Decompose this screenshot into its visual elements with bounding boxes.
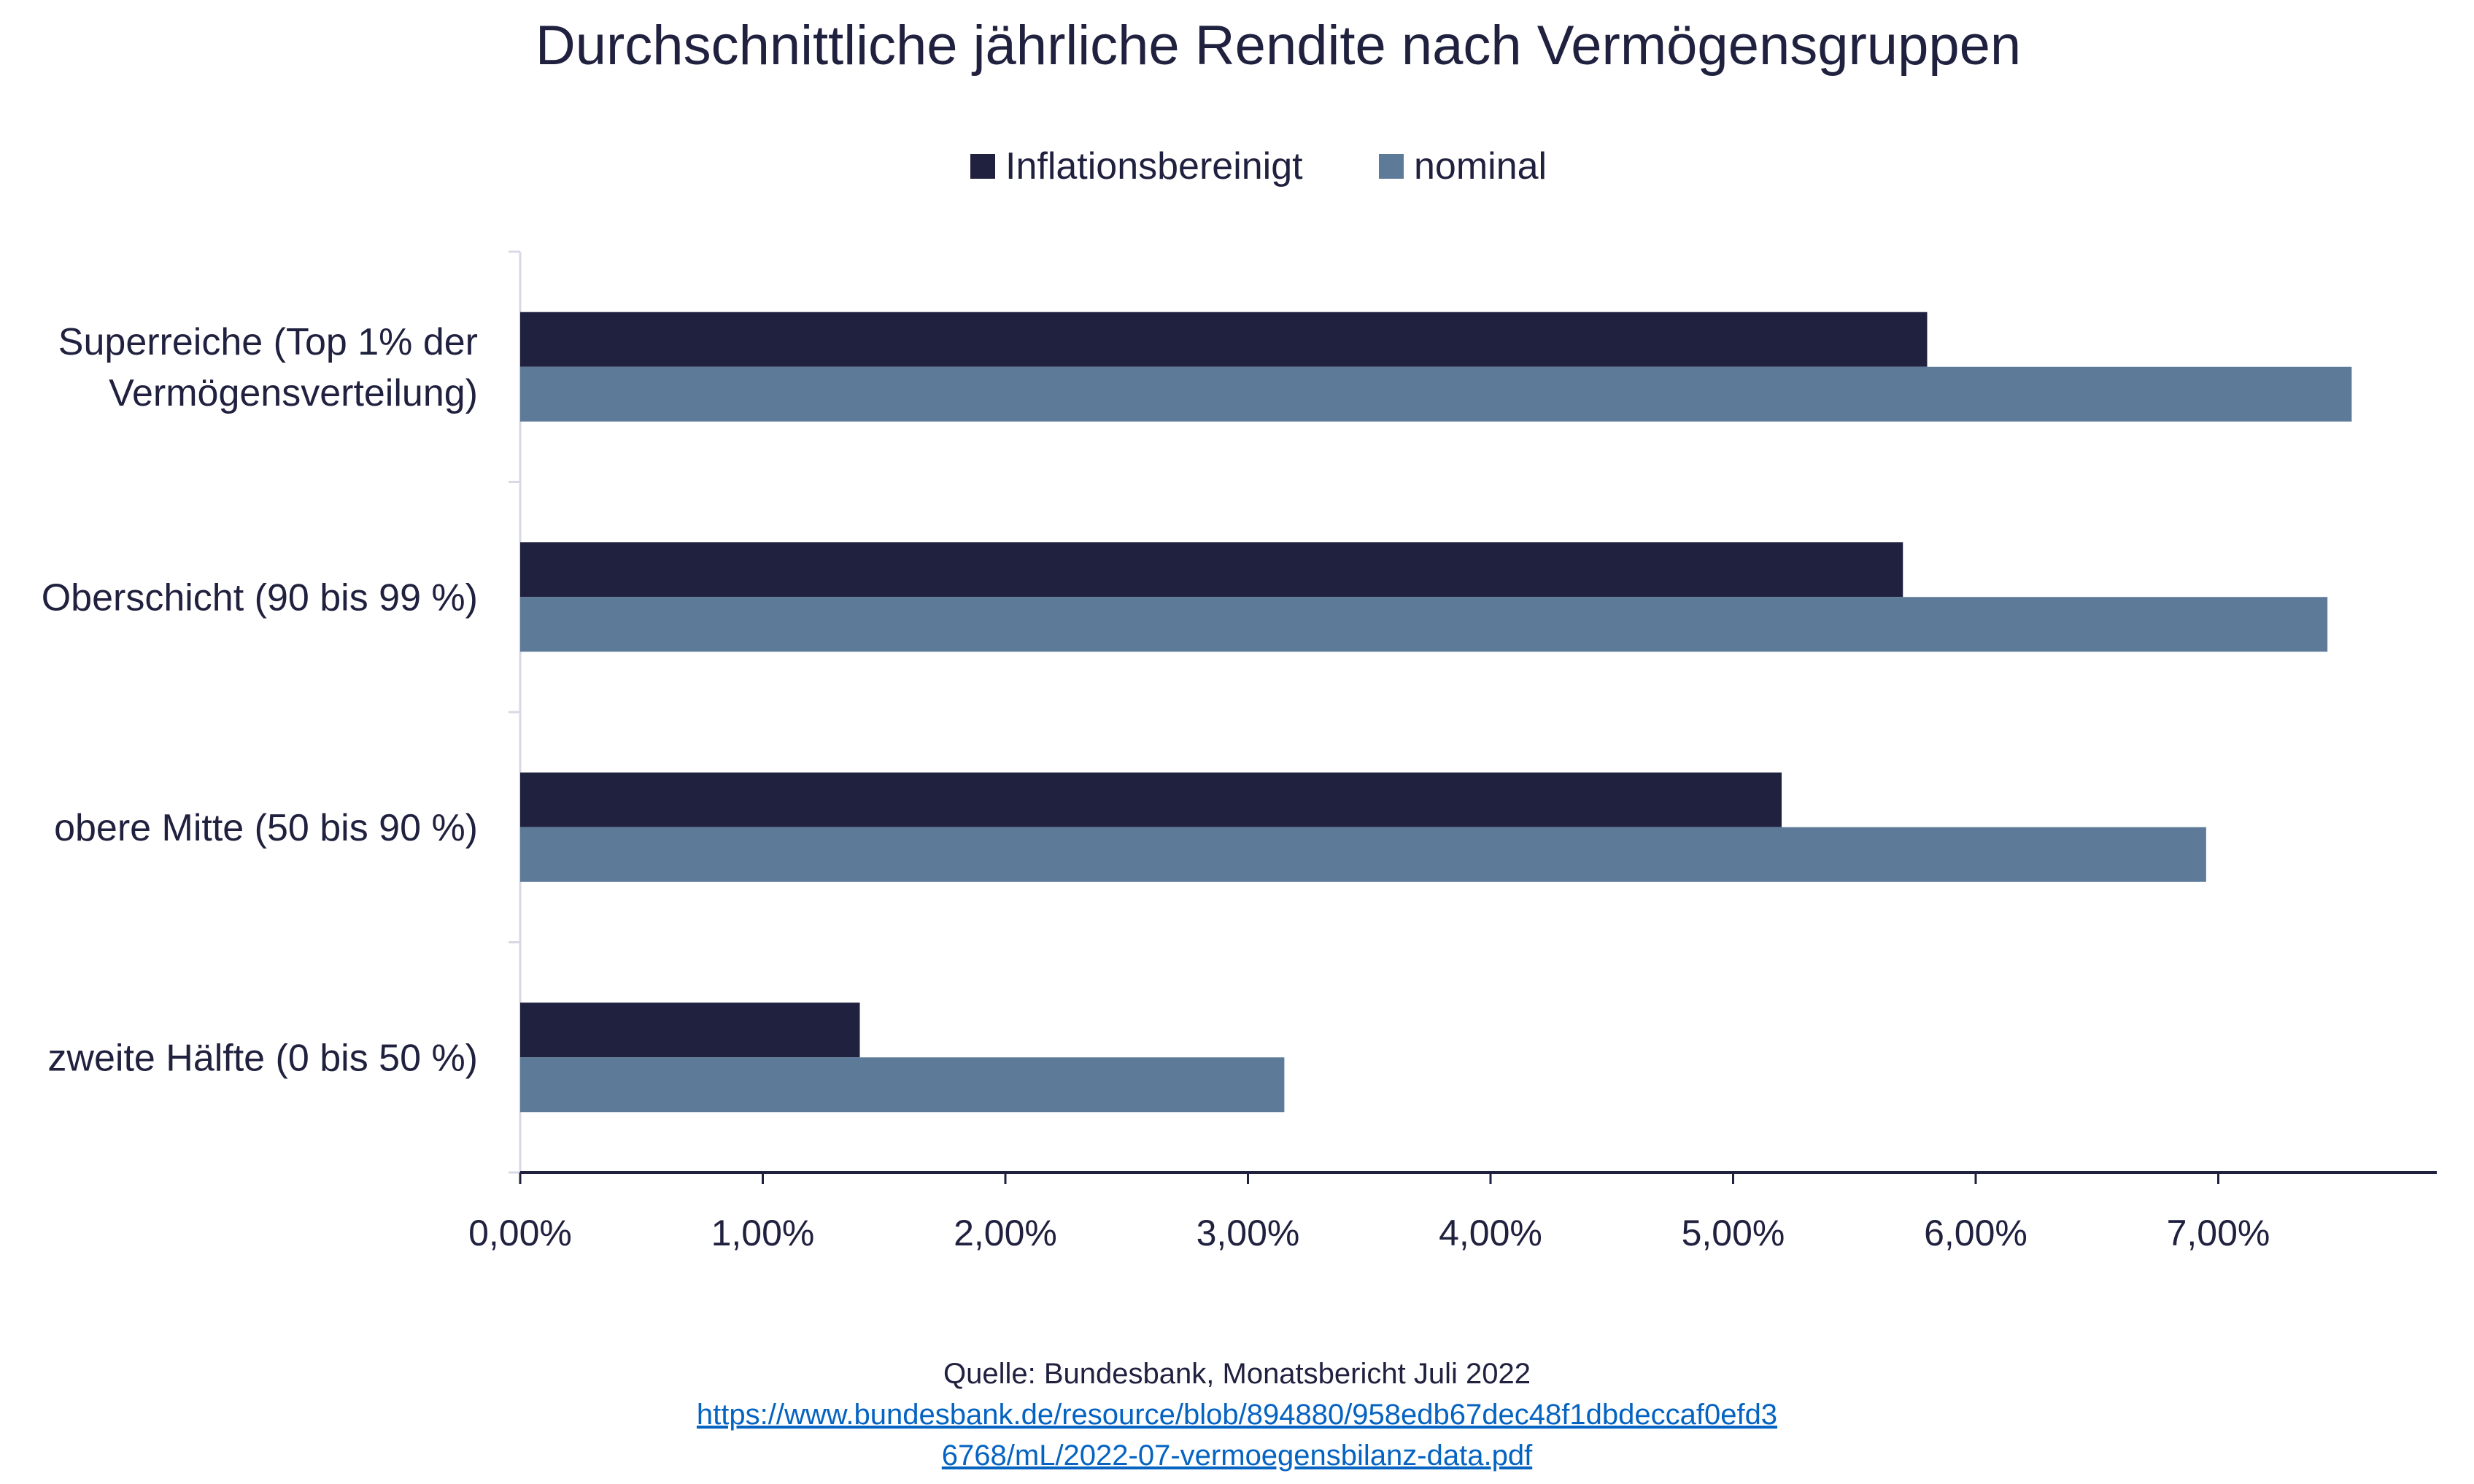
- y-axis: Superreiche (Top 1% der Vermögensverteilu…: [42, 250, 522, 1174]
- category-label: Oberschicht (90 bis 99 %): [42, 576, 478, 619]
- bar-inflationsbereinigt: [520, 312, 1928, 367]
- bar-nominal: [520, 827, 2206, 882]
- x-tick-label: 5,00%: [1682, 1213, 1785, 1253]
- x-tick-label: 2,00%: [954, 1213, 1057, 1253]
- bar-inflationsbereinigt: [520, 542, 1903, 598]
- bars: [520, 312, 2352, 1113]
- bar-chart: Durchschnittliche jährliche Rendite nach…: [42, 15, 2437, 1253]
- x-tick-label: 0,00%: [468, 1213, 572, 1253]
- source-link[interactable]: https://www.bundesbank.de/resource/blob/…: [697, 1399, 1777, 1472]
- x-tick-label: 1,00%: [711, 1213, 815, 1253]
- bar-nominal: [520, 366, 2352, 422]
- source-note: Quelle: Bundesbank, Monatsbericht Juli 2…: [0, 1353, 2474, 1476]
- category-label: zweite Hälfte (0 bis 50 %): [47, 1037, 478, 1079]
- category-label: Superreiche (Top 1% der Vermögensverteilu…: [58, 321, 478, 414]
- source-label: Quelle: Bundesbank, Monatsbericht Juli 2…: [943, 1358, 1531, 1390]
- x-tick-label: 6,00%: [1924, 1213, 2027, 1253]
- source-link-line1: https://www.bundesbank.de/resource/blob/…: [696, 1399, 1778, 1431]
- bar-inflationsbereinigt: [520, 772, 1782, 827]
- legend-swatch: [970, 154, 995, 179]
- x-axis: 0,00% 1,00% 2,00% 3,00% 4,00% 5,00% 6,00% 7,00%: [468, 1171, 2437, 1253]
- legend-label: nominal: [1414, 145, 1547, 188]
- bar-nominal: [520, 1057, 1285, 1113]
- legend-swatch: [1379, 154, 1404, 179]
- x-tick-label: 3,00%: [1197, 1213, 1300, 1253]
- category-label: obere Mitte (50 bis 90 %): [54, 807, 478, 849]
- legend: Inflationsbereinigt nominal: [970, 145, 1547, 188]
- bar-nominal: [520, 597, 2328, 652]
- x-tick-label: 4,00%: [1439, 1213, 1542, 1253]
- bar-inflationsbereinigt: [520, 1002, 860, 1058]
- legend-label: Inflationsbereinigt: [1005, 145, 1303, 188]
- source-link-line2: 6768/mL/2022-07-vermoegensbilanz-data.pd…: [941, 1439, 1533, 1472]
- x-tick-label: 7,00%: [2167, 1213, 2270, 1253]
- chart-title: Durchschnittliche jährliche Rendite nach…: [536, 15, 2021, 77]
